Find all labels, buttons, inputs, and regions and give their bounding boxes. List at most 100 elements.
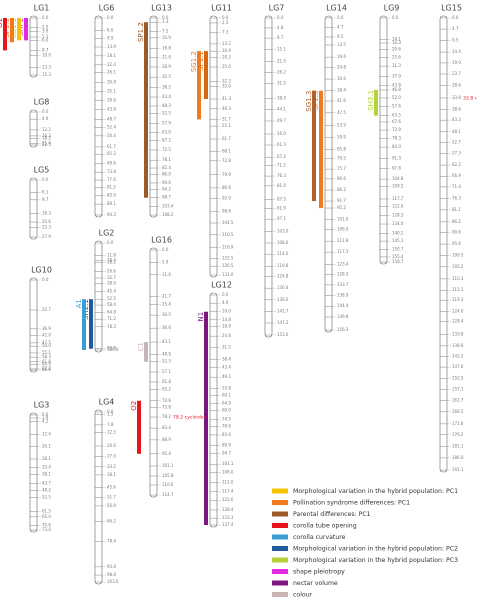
marker-position: 6.0 bbox=[107, 28, 114, 33]
marker-position: 101.1 bbox=[222, 461, 234, 466]
gene-annotation: 78.2 cycloidea bbox=[173, 415, 207, 421]
legend-label: Parental differences: PC1 bbox=[293, 511, 371, 518]
marker-position: 119.3 bbox=[452, 297, 464, 302]
marker-position: 0.0 bbox=[107, 409, 114, 414]
marker-position: 92.0 bbox=[222, 195, 231, 200]
legend-swatch bbox=[272, 511, 288, 517]
marker-position: 73.8 bbox=[162, 405, 171, 410]
marker-position: 116.9 bbox=[222, 244, 234, 249]
marker-position: 72.9 bbox=[392, 127, 401, 132]
qtl-bar bbox=[197, 51, 201, 120]
qtl-label: A1 bbox=[75, 299, 83, 308]
chromosome-bar bbox=[29, 412, 38, 533]
marker-position: 98.8 bbox=[107, 572, 116, 577]
marker-position: 78.3 bbox=[392, 135, 401, 140]
chromosome-bar bbox=[209, 292, 218, 528]
marker-position: 117.4 bbox=[222, 489, 234, 494]
marker-position: 12.4 bbox=[42, 431, 51, 436]
group-label: LG4 bbox=[99, 398, 115, 407]
chromosome-bar bbox=[29, 177, 38, 240]
marker-position: 90.6 bbox=[452, 229, 461, 234]
marker-position: 15.1 bbox=[277, 46, 286, 51]
marker-position: 122.6 bbox=[222, 497, 234, 502]
legend-label: shape pleiotropy bbox=[293, 569, 345, 576]
marker-position: 79.9 bbox=[222, 172, 231, 177]
marker-position: 94.7 bbox=[222, 451, 231, 456]
marker-position: 61.8 bbox=[42, 359, 51, 364]
marker-position: 37.9 bbox=[392, 73, 401, 78]
marker-position: 73.4 bbox=[42, 527, 51, 532]
marker-position: 71.2 bbox=[107, 316, 116, 321]
marker-position: 171.6 bbox=[452, 421, 464, 426]
marker-position: 87.5 bbox=[277, 196, 286, 201]
marker-position: 66.9 bbox=[452, 173, 461, 178]
marker-position: 91.3 bbox=[392, 155, 401, 160]
qtl-bar bbox=[144, 342, 148, 362]
marker-position: 22.4 bbox=[107, 62, 116, 67]
marker-position: 32.7 bbox=[107, 275, 116, 280]
legend-swatch bbox=[272, 500, 288, 505]
marker-position: 105.2 bbox=[452, 264, 464, 269]
marker-position: 33.4 bbox=[42, 464, 51, 469]
marker-position: 26.1 bbox=[107, 70, 116, 75]
marker-position: 97.8 bbox=[392, 165, 401, 170]
marker-position: 66.2 bbox=[107, 518, 116, 523]
marker-position: 67.2 bbox=[277, 154, 286, 159]
marker-position: 52.5 bbox=[42, 494, 51, 499]
marker-position: 27.9 bbox=[42, 234, 51, 239]
marker-position: 42.0 bbox=[42, 333, 51, 338]
marker-position: 149.8 bbox=[337, 314, 349, 319]
marker-position: 155.4 bbox=[392, 254, 404, 259]
marker-position: 114.7 bbox=[162, 492, 174, 497]
marker-position: 76.3 bbox=[452, 195, 461, 200]
qtl-label: SH3.1 bbox=[367, 90, 375, 111]
marker-position: 9.5 bbox=[452, 37, 459, 42]
marker-position: 11.6 bbox=[162, 272, 171, 277]
marker-position: 43.1 bbox=[162, 339, 171, 344]
marker-position: 98.7 bbox=[162, 195, 171, 200]
marker-position: 53.9 bbox=[337, 123, 346, 128]
marker-position: 5.1 bbox=[42, 34, 49, 39]
marker-position: 33.8 bbox=[452, 95, 461, 100]
marker-position: 14.8 bbox=[222, 317, 231, 322]
marker-position: 166.5 bbox=[452, 409, 464, 414]
marker-position: 16.3 bbox=[42, 133, 51, 138]
marker-position: 100.5 bbox=[452, 253, 464, 258]
marker-position: 9.7 bbox=[42, 197, 49, 202]
marker-position: 58.0 bbox=[107, 302, 116, 307]
marker-position: 61.8 bbox=[162, 379, 171, 384]
marker-position: 32.5 bbox=[162, 74, 171, 79]
chromosome-bar bbox=[94, 240, 103, 353]
marker-position: 74.5 bbox=[222, 417, 231, 422]
marker-position: 56.9 bbox=[107, 503, 116, 508]
marker-position: 0.0 bbox=[42, 277, 49, 282]
marker-position: 65.8 bbox=[337, 146, 346, 151]
qtl-bar bbox=[374, 89, 378, 116]
marker-position: 4.9 bbox=[222, 300, 229, 305]
marker-position: 136.0 bbox=[277, 297, 289, 302]
marker-position: 65.2 bbox=[107, 151, 116, 156]
marker-position: 23.7 bbox=[452, 71, 461, 76]
marker-position: 117.7 bbox=[392, 196, 404, 201]
marker-position: 57.6 bbox=[392, 104, 401, 109]
marker-position: 19.0 bbox=[452, 60, 461, 65]
marker-position: 78.3 bbox=[107, 324, 116, 329]
qtl-bar bbox=[10, 18, 14, 43]
marker-position: 35.1 bbox=[107, 88, 116, 93]
marker-position: 38.1 bbox=[42, 472, 51, 477]
marker-position: 31.5 bbox=[277, 80, 286, 85]
chromosome-bar bbox=[94, 15, 103, 218]
marker-position: 25.0 bbox=[222, 64, 231, 69]
marker-position: 81.0 bbox=[277, 183, 286, 188]
qtl-label: C1 bbox=[137, 342, 145, 351]
marker-position: 109.5 bbox=[392, 183, 404, 188]
marker-position: 0.0 bbox=[392, 15, 399, 20]
marker-position: 24.8 bbox=[337, 65, 346, 70]
group-label: LG10 bbox=[31, 266, 52, 275]
chromosome-bar bbox=[94, 409, 103, 585]
marker-position: 41.6 bbox=[337, 98, 346, 103]
qtl-bar bbox=[144, 22, 148, 198]
marker-position: 18.2 bbox=[107, 259, 116, 264]
marker-position: 100.0 bbox=[107, 347, 119, 352]
marker-position: 186.0 bbox=[452, 455, 464, 460]
